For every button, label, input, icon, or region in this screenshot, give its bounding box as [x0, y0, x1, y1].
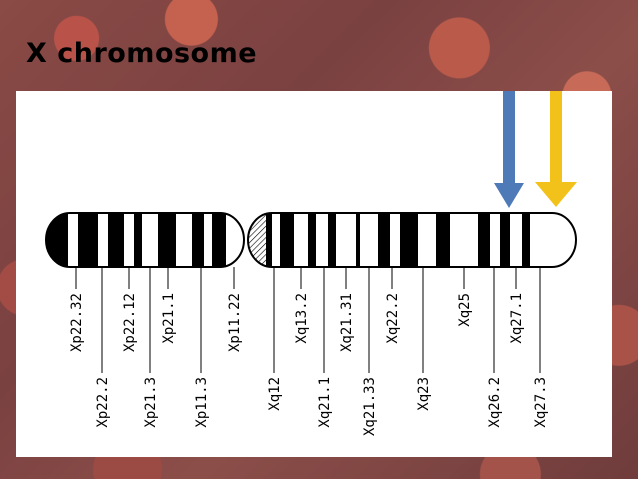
band-ticks — [75, 267, 541, 373]
band-label: Xp21.1 — [161, 293, 177, 344]
band-labels: Xp22.32 Xp22.2 Xp22.12 Xp21.3 Xp21.1 Xp11.3 Xp… — [69, 293, 549, 436]
band-label: Xp21.3 — [143, 377, 159, 428]
band-label: Xq21.33 — [362, 377, 378, 436]
band-label: Xp22.12 — [122, 293, 138, 352]
band-label: Xp22.2 — [95, 377, 111, 428]
band-label: Xp22.32 — [69, 293, 85, 352]
band-label: Xq22.2 — [385, 293, 401, 344]
ideogram-panel: Xp22.32 Xp22.2 Xp22.12 Xp21.3 Xp21.1 Xp11.3 Xp… — [16, 91, 612, 457]
x-chromosome-ideogram: Xp22.32 Xp22.2 Xp22.12 Xp21.3 Xp21.1 Xp11.3 Xp… — [45, 91, 577, 436]
yellow-arrow — [535, 91, 577, 207]
band-label: Xq21.1 — [317, 377, 333, 428]
band-label: Xq21.31 — [339, 293, 355, 352]
band-label: Xp11.3 — [194, 377, 210, 428]
band-label: Xq26.2 — [487, 377, 503, 428]
band-label: Xq13.2 — [294, 293, 310, 344]
band-label: Xq12 — [267, 377, 283, 411]
band-label: Xq25 — [457, 293, 473, 327]
band-label: Xq23 — [416, 377, 432, 411]
band-label: Xp11.22 — [227, 293, 243, 352]
blue-arrow — [494, 91, 524, 208]
short-arm — [46, 213, 244, 267]
band-label: Xq27.1 — [509, 293, 525, 344]
long-arm — [248, 213, 576, 267]
slide-title: X chromosome — [26, 38, 258, 69]
band-label: Xq27.3 — [533, 377, 549, 428]
